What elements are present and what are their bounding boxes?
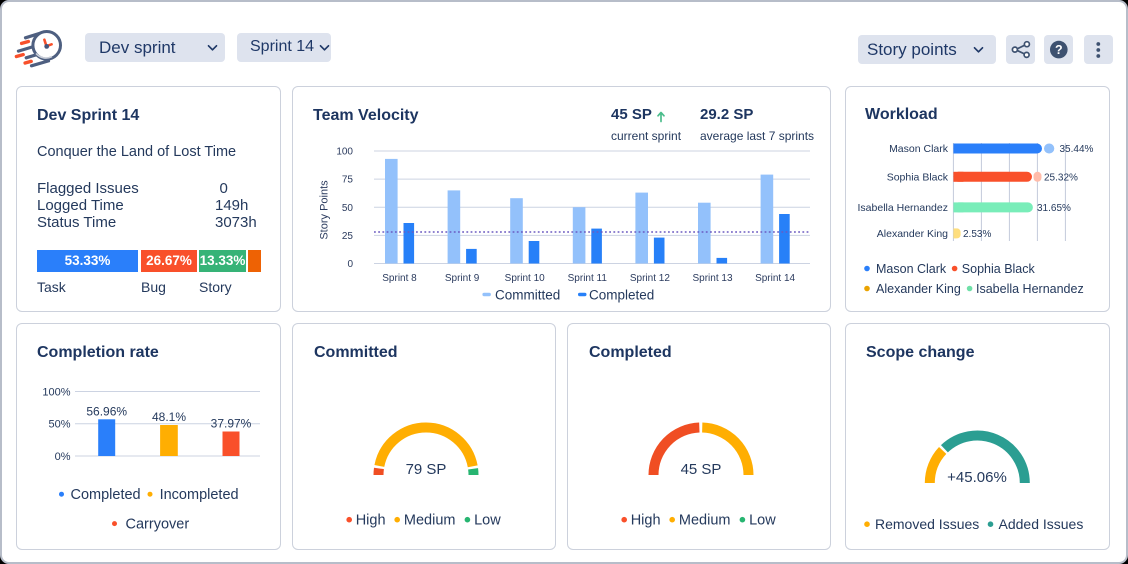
svg-text:37.97%: 37.97% <box>211 417 252 431</box>
svg-text:50%: 50% <box>48 419 70 431</box>
svg-text:Mason Clark: Mason Clark <box>876 262 947 276</box>
svg-text:56.96%: 56.96% <box>86 404 127 418</box>
svg-text:Sprint 13: Sprint 13 <box>692 273 732 284</box>
svg-text:Sophia Black: Sophia Black <box>887 171 949 183</box>
svg-text:Medium: Medium <box>679 513 731 529</box>
svg-text:Sprint 8: Sprint 8 <box>382 273 417 284</box>
svg-text:?: ? <box>1055 43 1063 57</box>
svg-text:+45.06%: +45.06% <box>947 469 1007 486</box>
svg-text:35.44%: 35.44% <box>1060 144 1094 155</box>
svg-text:Sophia Black: Sophia Black <box>962 262 1036 276</box>
svg-text:Mason Clark: Mason Clark <box>889 143 949 155</box>
svg-text:Sprint 11: Sprint 11 <box>568 273 608 284</box>
svg-text:Isabella Hernandez: Isabella Hernandez <box>976 282 1084 296</box>
svg-text:Added Issues: Added Issues <box>999 516 1084 532</box>
svg-text:100: 100 <box>336 147 353 158</box>
svg-text:100%: 100% <box>42 386 70 398</box>
svg-text:25: 25 <box>342 231 354 242</box>
svg-text:Alexander King: Alexander King <box>877 228 948 240</box>
svg-text:Sprint 9: Sprint 9 <box>445 273 480 284</box>
svg-text:Completed: Completed <box>589 287 654 302</box>
svg-text:31.65%: 31.65% <box>1037 203 1071 214</box>
svg-text:2.53%: 2.53% <box>963 229 991 240</box>
svg-text:Story Points: Story Points <box>319 180 331 240</box>
svg-text:75: 75 <box>342 175 354 186</box>
svg-text:Low: Low <box>749 513 776 529</box>
svg-text:Committed: Committed <box>495 287 560 302</box>
svg-text:Removed Issues: Removed Issues <box>875 516 979 532</box>
svg-text:48.1%: 48.1% <box>152 410 186 424</box>
svg-text:Medium: Medium <box>404 513 456 529</box>
svg-text:Completed: Completed <box>71 487 141 503</box>
svg-text:Isabella Hernandez: Isabella Hernandez <box>858 202 948 214</box>
svg-text:Carryover: Carryover <box>126 517 190 533</box>
svg-text:Incompleted: Incompleted <box>160 487 239 503</box>
svg-text:25.32%: 25.32% <box>1044 172 1078 183</box>
svg-text:0: 0 <box>347 259 353 270</box>
svg-text:Sprint 12: Sprint 12 <box>630 273 670 284</box>
svg-text:High: High <box>356 513 386 529</box>
svg-text:Alexander King: Alexander King <box>876 282 961 296</box>
svg-text:Sprint 10: Sprint 10 <box>505 273 545 284</box>
svg-text:50: 50 <box>342 203 354 214</box>
svg-text:0%: 0% <box>55 451 71 463</box>
svg-text:45 SP: 45 SP <box>681 461 722 478</box>
svg-text:High: High <box>631 513 661 529</box>
svg-text:Sprint 14: Sprint 14 <box>755 273 795 284</box>
svg-text:Low: Low <box>474 513 501 529</box>
svg-text:79 SP: 79 SP <box>406 461 447 478</box>
